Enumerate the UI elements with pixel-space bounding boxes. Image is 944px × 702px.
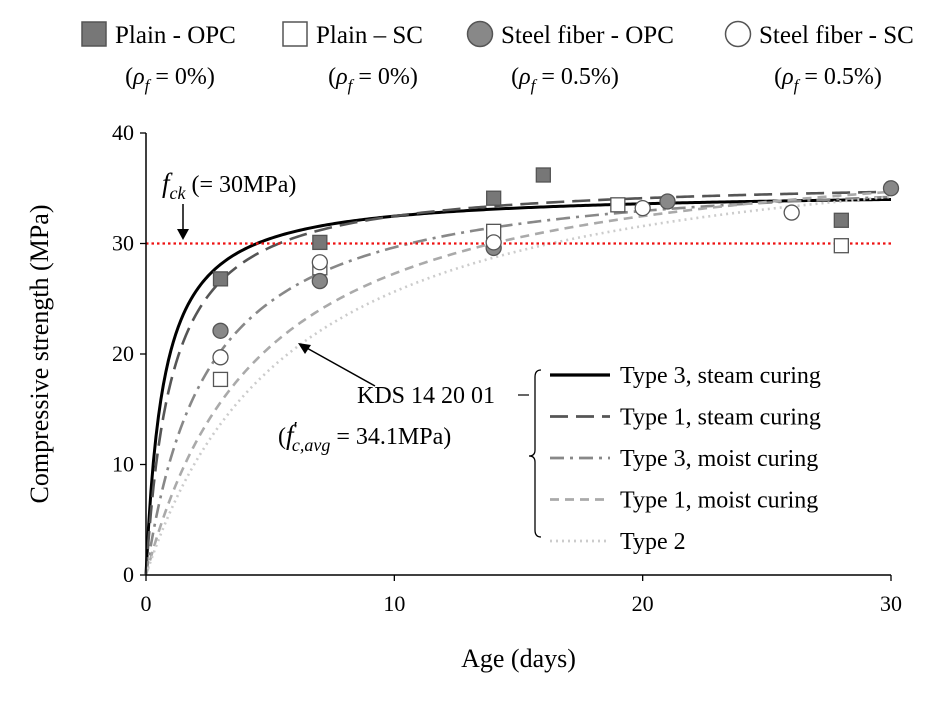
data-point-square-filled — [833, 212, 849, 228]
fcavg-value: = 34.1MPa) — [330, 424, 451, 450]
curve-legend: Type 3, steam curing Type 1, steam curing… — [543, 356, 863, 556]
legend-curve-label: Type 1, moist curing — [620, 488, 818, 514]
rho-symbol: ρ — [518, 64, 531, 90]
paren-open: ( — [328, 64, 336, 90]
ratio-value: = 0%) — [149, 64, 215, 90]
data-point-square-filled — [486, 190, 502, 206]
axes: 0 10 20 30 40 0 10 20 30 — [112, 120, 902, 616]
paren-open: ( — [511, 64, 519, 90]
x-axis-title: Age (days) — [461, 644, 576, 673]
kds-label: KDS 14 20 01 — [357, 383, 495, 409]
data-point-circle-open — [783, 204, 800, 221]
y-axis-title: Compressive strength (MPa) — [25, 205, 54, 504]
legend-brace — [528, 369, 542, 538]
legend-curve-label: Type 3, moist curing — [620, 446, 818, 472]
data-point-square-open — [212, 371, 229, 388]
rho-subscript: f — [145, 76, 152, 95]
y-tick-label: 20 — [112, 341, 134, 366]
legend-curve-label: Type 2 — [620, 529, 686, 555]
paren-open: ( — [125, 64, 133, 90]
curve-type-3-moist-curing — [144, 195, 892, 576]
y-tick-label: 40 — [112, 120, 134, 145]
x-tick-label: 30 — [880, 591, 902, 616]
curve-legend-item: Type 2 — [550, 529, 686, 555]
x-tick-label: 10 — [383, 591, 405, 616]
x-tick-label: 0 — [141, 591, 152, 616]
plot-area: 0 10 20 30 40 0 10 20 30 — [112, 120, 902, 616]
ratio-value: = 0%) — [352, 64, 418, 90]
point-series-group — [212, 167, 900, 388]
rho-symbol: ρ — [132, 64, 145, 90]
legend-series-name: Steel fiber - OPC — [501, 22, 674, 49]
data-point-circle-filled — [212, 322, 229, 339]
paren-open: ( — [774, 64, 782, 90]
legend-curve-label: Type 1, steam curing — [620, 405, 821, 431]
kds-arrow-shaft — [304, 346, 376, 387]
f-symbol: f — [286, 420, 297, 450]
curve-legend-item: Type 3, moist curing — [550, 446, 818, 472]
data-point-circle-filled — [659, 193, 676, 210]
data-point-square-filled — [212, 271, 229, 287]
data-point-circle-open — [311, 254, 328, 271]
curve-legend-item: Type 1, moist curing — [550, 488, 818, 514]
kds-arrow-head — [298, 343, 311, 354]
legend-marker-square-open — [282, 21, 308, 47]
data-point-circle-open — [485, 234, 502, 251]
marker-legend-item: Steel fiber - OPC (ρf = 0.5%) — [466, 20, 674, 95]
x-tick-label: 20 — [632, 591, 654, 616]
curve-legend-item: Type 3, steam curing — [550, 363, 821, 389]
rho-subscript: f — [794, 76, 801, 95]
data-point-square-filled — [312, 234, 328, 251]
legend-marker-circle-filled — [466, 20, 494, 48]
paren-open: ( — [278, 424, 286, 450]
legend-series-name: Steel fiber - SC — [759, 22, 914, 49]
rho-symbol: ρ — [781, 64, 794, 90]
data-point-circle-filled — [882, 180, 900, 197]
ratio-value: = 0.5%) — [798, 64, 882, 90]
data-point-circle-filled — [311, 272, 328, 290]
rho-symbol: ρ — [335, 64, 348, 90]
fck-arrow-head — [177, 229, 189, 240]
curve-type-1-steam-curing — [144, 190, 892, 576]
y-tick-label: 10 — [112, 452, 134, 477]
marker-legend-item: Plain – SC (ρf = 0%) — [282, 21, 423, 95]
marker-legend-item: Plain - OPC (ρf = 0%) — [81, 21, 236, 95]
marker-legend: Plain - OPC(ρf = 0%)Plain – SC(ρf = 0%)S… — [81, 20, 914, 95]
y-tick-label: 0 — [123, 562, 134, 587]
marker-legend-item: Steel fiber - SC (ρf = 0.5%) — [724, 20, 914, 95]
legend-fiber-ratio: (ρf = 0%) — [125, 64, 215, 95]
legend-marker-circle-open — [724, 20, 752, 48]
curve-type-3-steam-curing — [144, 197, 892, 576]
curve-series-group — [144, 190, 892, 576]
fck-value: (= 30MPa) — [186, 172, 297, 198]
fcavg-label: (f′ c,avg = 34.1MPa) — [278, 418, 451, 455]
data-point-circle-open — [634, 199, 651, 217]
curve-legend-item: Type 1, steam curing — [550, 405, 821, 431]
curve-legend-background — [543, 356, 863, 556]
legend-fiber-ratio: (ρf = 0.5%) — [511, 64, 619, 95]
data-point-square-open — [833, 238, 849, 254]
ratio-value: = 0.5%) — [535, 64, 619, 90]
legend-fiber-ratio: (ρf = 0.5%) — [774, 64, 882, 95]
legend-series-name: Plain - OPC — [115, 22, 236, 49]
annotations: fck (= 30MPa)KDS 14 20 01(f′ c,avg = 34.1… — [162, 168, 542, 538]
legend-marker-square-filled — [81, 21, 107, 47]
legend-fiber-ratio: (ρf = 0%) — [328, 64, 418, 95]
data-point-square-open — [610, 197, 626, 213]
rho-subscript: f — [531, 76, 538, 95]
rho-subscript: f — [348, 76, 355, 95]
fck-subscript: ck — [170, 183, 187, 203]
legend-curve-label: Type 3, steam curing — [620, 363, 821, 389]
prime-symbol: ′ — [294, 418, 298, 440]
curve-type-1-moist-curing — [144, 190, 892, 576]
y-tick-label: 30 — [112, 231, 134, 256]
data-point-square-filled — [535, 167, 551, 183]
fcavg-subscript: c,avg — [292, 435, 330, 455]
fck-label: fck (= 30MPa) — [162, 168, 296, 203]
data-point-circle-open — [212, 349, 229, 366]
f-symbol: f — [162, 168, 173, 198]
legend-series-name: Plain – SC — [316, 22, 423, 49]
